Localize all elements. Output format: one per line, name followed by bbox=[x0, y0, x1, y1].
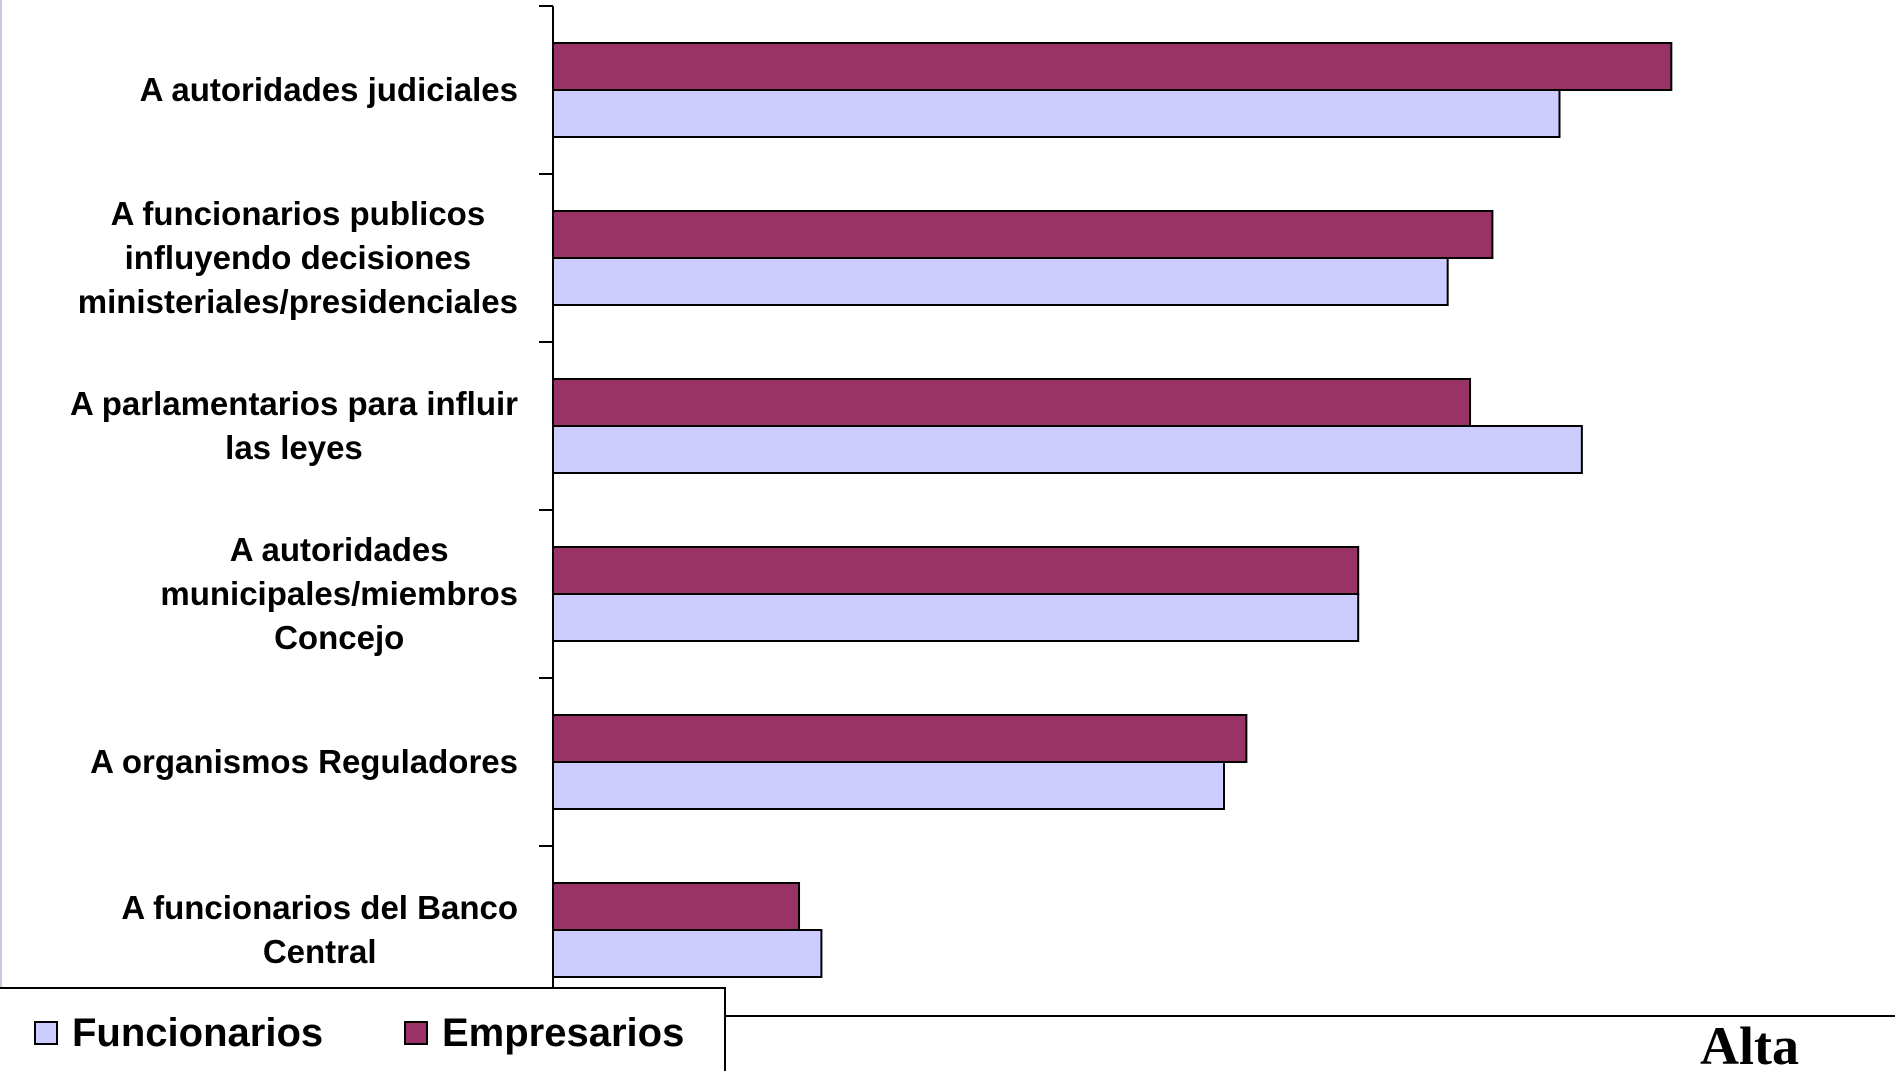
category-label-6: A funcionarios del Banco Central bbox=[121, 886, 518, 974]
bar-funcionarios-6 bbox=[552, 929, 823, 978]
bar-funcionarios-2 bbox=[552, 257, 1449, 306]
legend-label-funcionarios: Funcionarios bbox=[72, 1010, 324, 1055]
category-label-4: A autoridades municipales/miembros Concejo bbox=[160, 528, 518, 660]
legend-item-funcionarios: Funcionarios bbox=[34, 1010, 324, 1055]
bar-empresarios-4 bbox=[552, 546, 1360, 595]
legend-label-empresarios: Empresarios bbox=[442, 1010, 685, 1055]
bar-empresarios-6 bbox=[552, 882, 801, 931]
bar-funcionarios-4 bbox=[552, 593, 1360, 642]
left-edge-line bbox=[0, 0, 2, 987]
alta-annotation: Alta bbox=[1700, 1016, 1799, 1076]
category-label-line: A parlamentarios para influir bbox=[69, 385, 518, 422]
bars-group bbox=[552, 42, 1673, 978]
category-label-line: A funcionarios publicos bbox=[110, 195, 486, 232]
bar-funcionarios-5 bbox=[552, 761, 1225, 810]
bar-empresarios-3 bbox=[552, 378, 1472, 427]
bar-empresarios-5 bbox=[552, 714, 1248, 763]
category-label-line: municipales/miembros bbox=[160, 575, 518, 612]
category-label-line: A autoridades bbox=[229, 531, 449, 568]
bar-funcionarios-3 bbox=[552, 425, 1583, 474]
category-label-line: A autoridades judiciales bbox=[139, 71, 518, 108]
legend-swatch-funcionarios bbox=[34, 1021, 58, 1045]
category-label-line: ministeriales/presidenciales bbox=[77, 283, 518, 320]
legend-item-empresarios: Empresarios bbox=[404, 1010, 685, 1055]
y-axis-ticks bbox=[539, 5, 553, 1015]
bar-empresarios-1 bbox=[552, 42, 1673, 91]
category-label-5: A organismos Reguladores bbox=[90, 740, 518, 784]
category-label-2: A funcionarios publicos influyendo decisi… bbox=[78, 192, 518, 324]
bar-empresarios-2 bbox=[552, 210, 1494, 259]
category-label-line: A funcionarios del Banco bbox=[121, 889, 518, 926]
bar-funcionarios-1 bbox=[552, 89, 1561, 138]
category-label-line: A organismos Reguladores bbox=[90, 743, 518, 780]
category-label-line: Concejo bbox=[274, 619, 405, 656]
category-label-line: las leyes bbox=[225, 429, 363, 466]
legend: Funcionarios Empresarios bbox=[0, 987, 726, 1071]
category-label-3: A parlamentarios para influir las leyes bbox=[70, 382, 518, 470]
category-label-line: Central bbox=[262, 933, 377, 970]
category-label-1: A autoridades judiciales bbox=[140, 68, 518, 112]
legend-swatch-empresarios bbox=[404, 1021, 428, 1045]
category-label-line: influyendo decisiones bbox=[124, 239, 472, 276]
